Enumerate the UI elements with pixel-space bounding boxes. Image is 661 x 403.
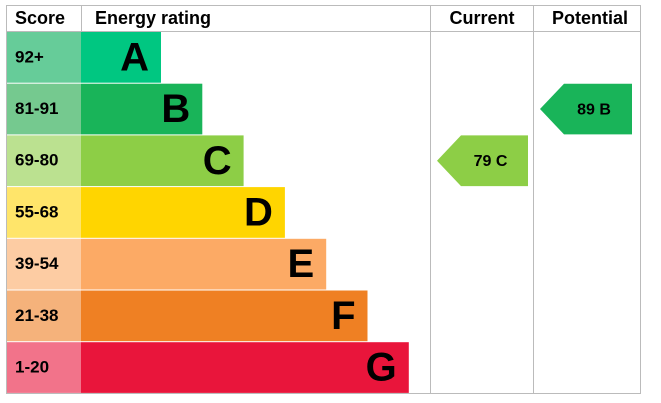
score-label: 92+ [15,47,44,66]
band-letter: A [120,35,149,79]
score-cell [7,32,81,83]
header-score: Score [15,8,65,28]
score-cell [7,342,81,393]
band-letter: D [244,191,273,235]
score-label: 21-38 [15,306,58,325]
band-bar [81,83,203,135]
score-cell [7,83,81,135]
score-label: 81-91 [15,99,58,118]
band-bar [81,238,327,290]
current-label: 79 C [474,153,508,170]
potential-arrow [540,83,632,135]
band-bar [81,32,161,83]
score-label: 1-20 [15,358,49,377]
frame [6,5,641,394]
header-rating: Energy rating [95,8,211,28]
band-letter: B [161,87,190,131]
score-label: 69-80 [15,151,58,170]
score-label: 55-68 [15,202,58,221]
band-letter: C [203,139,232,183]
header-potential: Potential [552,8,628,28]
score-cell [7,238,81,290]
score-label: 39-54 [15,254,59,273]
current-arrow [437,135,528,187]
score-cell [7,187,81,238]
band-bar [81,290,368,342]
band-letter: F [331,294,355,338]
score-cell [7,135,81,187]
band-bar [81,135,244,187]
band-bar [81,342,409,393]
potential-label: 89 B [577,101,611,118]
band-letter: E [288,242,315,286]
band-bar [81,187,285,238]
band-letter: G [366,346,397,390]
score-cell [7,290,81,342]
header-current: Current [449,8,514,28]
